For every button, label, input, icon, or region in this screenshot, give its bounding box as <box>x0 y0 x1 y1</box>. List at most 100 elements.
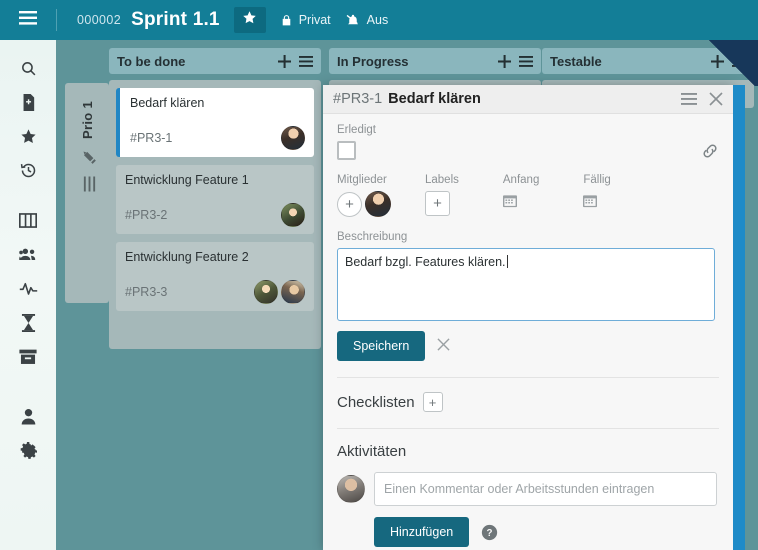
done-label: Erledigt <box>337 124 376 136</box>
checklists-label: Checklisten <box>337 393 415 411</box>
column-title: In Progress <box>337 53 409 69</box>
board-area: Prio 1 To be done Bedarf klären #PR3-1 <box>56 40 758 550</box>
card-title: Entwicklung Feature 2 <box>125 250 249 264</box>
card-id: #PR3-3 <box>125 285 168 299</box>
history-icon <box>20 162 37 184</box>
privacy-label: Privat <box>298 13 331 27</box>
avatar <box>281 126 305 150</box>
divider <box>337 377 719 378</box>
divider <box>337 428 719 429</box>
activities-section-title: Aktivitäten <box>337 443 719 460</box>
card-title: Entwicklung Feature 1 <box>125 173 249 187</box>
board-icon <box>19 213 37 233</box>
description-value: Bedarf bzgl. Features klären. <box>345 255 506 269</box>
column-header[interactable]: In Progress <box>329 48 541 74</box>
hamburger-icon[interactable] <box>299 55 313 67</box>
add-checklist-button[interactable]: + <box>422 392 443 412</box>
gear-icon <box>20 442 37 464</box>
new-document-icon <box>21 94 36 116</box>
link-icon[interactable] <box>701 142 719 160</box>
calendar-icon[interactable] <box>583 191 610 208</box>
card-pr3-3[interactable]: Entwicklung Feature 2 #PR3-3 <box>116 242 314 311</box>
save-description-button[interactable]: Speichern <box>337 331 426 361</box>
avatar <box>254 280 278 304</box>
modal-scrollbar[interactable] <box>733 85 745 550</box>
card-pr3-2[interactable]: Entwicklung Feature 1 #PR3-2 <box>116 165 314 234</box>
sidebar-item-favorites[interactable] <box>0 122 56 156</box>
column-title: To be done <box>117 53 186 69</box>
done-row <box>337 141 719 160</box>
sidebar-item-new-document[interactable] <box>0 88 56 122</box>
description-textarea[interactable]: Bedarf bzgl. Features klären. <box>337 248 715 321</box>
sidebar-item-search[interactable] <box>0 54 56 88</box>
sidebar-item-time-tracking[interactable] <box>0 308 56 342</box>
archive-icon <box>19 349 37 370</box>
plus-icon[interactable] <box>278 54 291 68</box>
toolbar-divider <box>56 9 57 31</box>
add-member-button[interactable]: + <box>337 191 362 217</box>
field-start-date: Anfang <box>502 174 539 217</box>
left-sidebar <box>0 40 56 550</box>
comment-placeholder: Einen Kommentar oder Arbeitsstunden eint… <box>384 482 655 496</box>
search-icon <box>20 60 37 82</box>
sidebar-item-activity[interactable] <box>0 274 56 308</box>
activity-icon <box>19 281 38 301</box>
card-pr3-1[interactable]: Bedarf klären #PR3-1 <box>116 88 314 157</box>
description-section: Beschreibung Bedarf bzgl. Features kläre… <box>337 231 719 361</box>
sidebar-item-team[interactable] <box>0 240 56 274</box>
notifications-toggle[interactable]: Aus <box>345 13 389 28</box>
card-title: Bedarf klären <box>130 96 205 110</box>
card-detail-modal: #PR3-1 Bedarf klären Erledigt Mitglieder… <box>323 85 733 550</box>
calendar-icon[interactable] <box>502 191 539 208</box>
done-checkbox[interactable] <box>337 141 356 160</box>
favorite-button[interactable] <box>233 7 266 33</box>
add-comment-button[interactable]: Hinzufügen <box>374 517 470 547</box>
lock-icon <box>280 13 293 28</box>
cancel-description-icon[interactable] <box>437 337 450 355</box>
column-to-be-done: To be done Bedarf klären #PR3-1 Entwi <box>109 48 321 349</box>
sidebar-item-archive[interactable] <box>0 342 56 376</box>
modal-body: Erledigt Mitglieder + Labels + Anfang <box>323 114 733 550</box>
pencil-icon[interactable] <box>78 151 96 164</box>
activities-label: Aktivitäten <box>337 443 407 460</box>
sidebar-item-profile[interactable] <box>0 402 56 436</box>
modal-fields: Mitglieder + Labels + Anfang Fällig <box>337 174 719 217</box>
hamburger-icon[interactable] <box>78 176 96 192</box>
privacy-toggle[interactable]: Privat <box>280 13 331 28</box>
comment-input[interactable]: Einen Kommentar oder Arbeitsstunden eint… <box>374 472 717 506</box>
members-label: Mitglieder <box>337 174 387 186</box>
hamburger-icon[interactable] <box>681 93 697 105</box>
person-icon <box>21 408 36 430</box>
notifications-label: Aus <box>366 13 389 27</box>
top-bar: 000002 Sprint 1.1 Privat Aus <box>0 0 758 40</box>
modal-header: #PR3-1 Bedarf klären <box>323 85 733 114</box>
sidebar-item-history[interactable] <box>0 156 56 190</box>
avatar[interactable] <box>365 191 391 217</box>
hourglass-icon <box>21 313 36 337</box>
sidebar-item-settings[interactable] <box>0 436 56 470</box>
checklists-section: Checklisten + <box>337 392 719 412</box>
swimlane-label: Prio 1 <box>79 101 95 139</box>
corner-ribbon <box>706 40 758 86</box>
users-icon <box>18 247 38 267</box>
labels-label: Labels <box>425 174 459 186</box>
due-date-label: Fällig <box>583 174 611 186</box>
column-title: Testable <box>550 53 602 69</box>
project-number: 000002 <box>77 13 122 27</box>
sidebar-item-board[interactable] <box>0 206 56 240</box>
column-header[interactable]: To be done <box>109 48 321 74</box>
text-caret <box>506 255 508 268</box>
hamburger-icon[interactable] <box>519 55 533 67</box>
card-id: #PR3-1 <box>130 131 173 145</box>
field-due-date: Fällig <box>583 174 611 217</box>
plus-icon[interactable] <box>498 54 511 68</box>
avatar <box>281 280 305 304</box>
add-label-button[interactable]: + <box>425 191 450 216</box>
main-menu-button[interactable] <box>0 0 56 40</box>
swimlane-prio-1: Prio 1 <box>65 83 109 303</box>
close-icon[interactable] <box>709 92 723 106</box>
field-labels: Labels + <box>425 174 459 217</box>
avatar <box>337 475 365 503</box>
help-icon[interactable]: ? <box>481 524 498 541</box>
project-title: Sprint 1.1 <box>131 9 220 30</box>
